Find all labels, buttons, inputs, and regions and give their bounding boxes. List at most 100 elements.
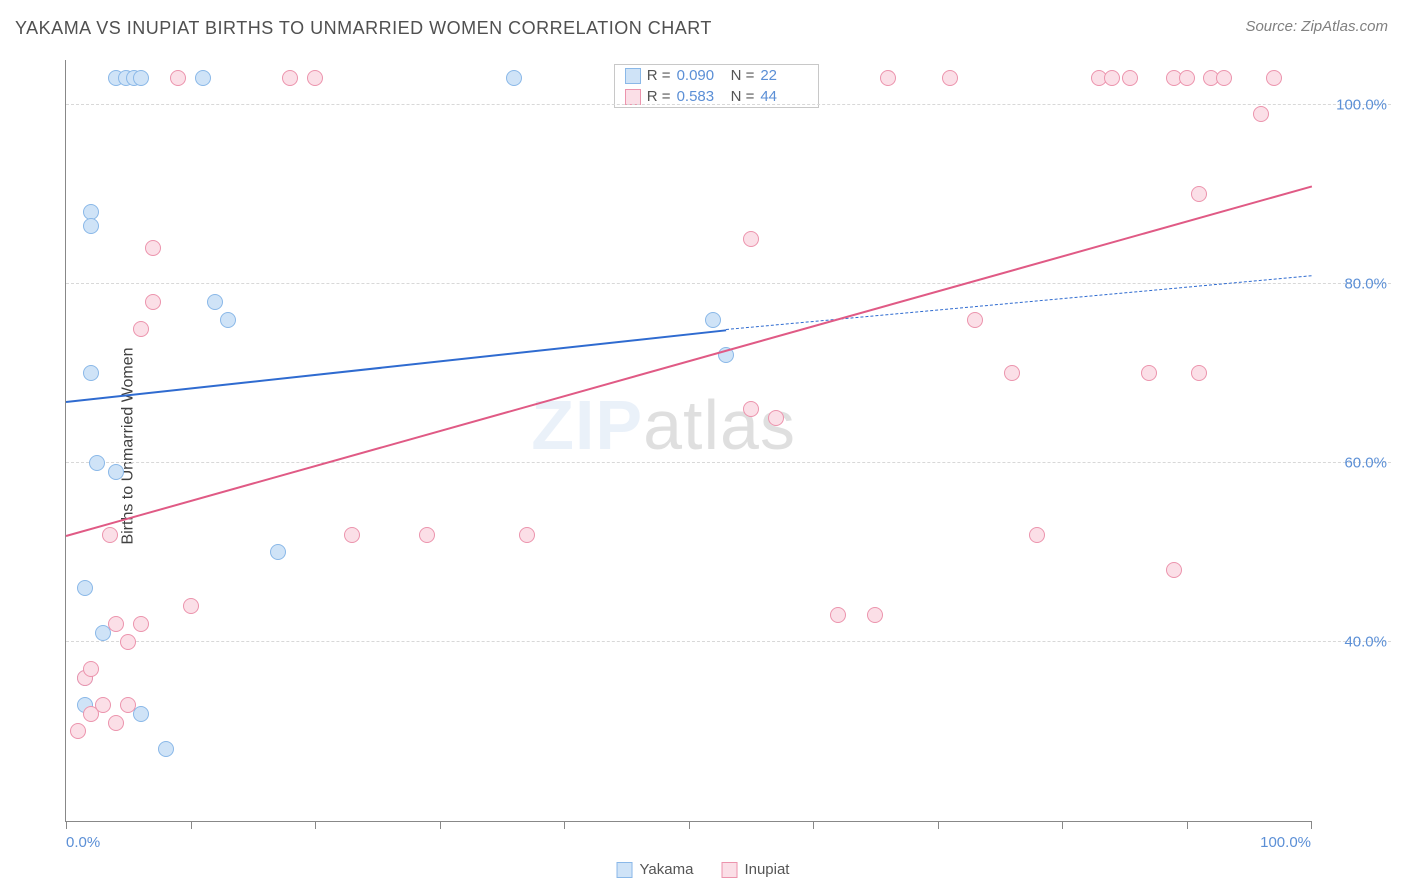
data-point [282, 70, 298, 86]
y-tick-label: 40.0% [1344, 633, 1387, 650]
data-point [1253, 106, 1269, 122]
data-point [95, 697, 111, 713]
trend-line [66, 186, 1313, 538]
watermark-zip: ZIP [531, 386, 643, 464]
data-point [307, 70, 323, 86]
data-point [1191, 365, 1207, 381]
data-point [344, 527, 360, 543]
stat-r-value: 0.583 [677, 88, 725, 105]
legend-swatch [617, 862, 633, 878]
chart-container: YAKAMA VS INUPIAT BIRTHS TO UNMARRIED WO… [0, 0, 1406, 892]
data-point [1122, 70, 1138, 86]
x-tick-label: 100.0% [1260, 834, 1311, 851]
legend-item: Inupiat [721, 861, 789, 878]
x-tick [66, 821, 67, 829]
gridline [66, 641, 1391, 642]
legend-item: Yakama [617, 861, 694, 878]
y-tick-label: 80.0% [1344, 275, 1387, 292]
data-point [108, 464, 124, 480]
data-point [1179, 70, 1195, 86]
data-point [1166, 562, 1182, 578]
x-tick [938, 821, 939, 829]
legend-swatch [721, 862, 737, 878]
data-point [83, 218, 99, 234]
data-point [1004, 365, 1020, 381]
data-point [1141, 365, 1157, 381]
x-tick [813, 821, 814, 829]
data-point [768, 410, 784, 426]
data-point [133, 616, 149, 632]
data-point [1104, 70, 1120, 86]
x-tick [689, 821, 690, 829]
data-point [145, 294, 161, 310]
data-point [942, 70, 958, 86]
data-point [743, 231, 759, 247]
stat-r-label: R = [647, 67, 671, 84]
data-point [743, 401, 759, 417]
legend: Yakama Inupiat [617, 861, 790, 878]
data-point [967, 312, 983, 328]
data-point [120, 697, 136, 713]
data-point [207, 294, 223, 310]
x-tick [440, 821, 441, 829]
stat-r-value: 0.090 [677, 67, 725, 84]
data-point [880, 70, 896, 86]
data-point [133, 70, 149, 86]
data-point [120, 634, 136, 650]
legend-label: Inupiat [744, 861, 789, 878]
legend-swatch [625, 68, 641, 84]
legend-label: Yakama [640, 861, 694, 878]
x-tick [1311, 821, 1312, 829]
data-point [158, 741, 174, 757]
stat-n-label: N = [731, 67, 755, 84]
data-point [867, 607, 883, 623]
data-point [77, 580, 93, 596]
gridline [66, 283, 1391, 284]
gridline [66, 462, 1391, 463]
x-tick [564, 821, 565, 829]
data-point [1191, 186, 1207, 202]
x-tick-label: 0.0% [66, 834, 100, 851]
data-point [183, 598, 199, 614]
data-point [519, 527, 535, 543]
legend-swatch [625, 89, 641, 105]
data-point [1216, 70, 1232, 86]
data-point [506, 70, 522, 86]
stat-r-label: R = [647, 88, 671, 105]
x-tick [315, 821, 316, 829]
y-tick-label: 60.0% [1344, 454, 1387, 471]
stat-n-value: 22 [760, 67, 808, 84]
watermark: ZIPatlas [531, 385, 796, 465]
stat-n-value: 44 [760, 88, 808, 105]
data-point [830, 607, 846, 623]
x-tick [191, 821, 192, 829]
data-point [145, 240, 161, 256]
y-tick-label: 100.0% [1336, 96, 1387, 113]
trend-line [66, 329, 727, 403]
data-point [170, 70, 186, 86]
data-point [220, 312, 236, 328]
data-point [133, 321, 149, 337]
data-point [108, 616, 124, 632]
plot-area: ZIPatlas R =0.090N =22R =0.583N =44 40.0… [65, 60, 1311, 822]
data-point [102, 527, 118, 543]
stat-row: R = 0.090 N = 22 [615, 65, 819, 86]
data-point [108, 715, 124, 731]
source-label: Source: ZipAtlas.com [1245, 18, 1388, 35]
data-point [270, 544, 286, 560]
stat-n-label: N = [731, 88, 755, 105]
data-point [89, 455, 105, 471]
x-tick [1062, 821, 1063, 829]
stats-box: R = 0.090 N = 22 R = 0.583 N = 44 [614, 64, 820, 108]
data-point [1029, 527, 1045, 543]
data-point [83, 661, 99, 677]
data-point [83, 365, 99, 381]
data-point [195, 70, 211, 86]
data-point [70, 723, 86, 739]
x-tick [1187, 821, 1188, 829]
gridline [66, 104, 1391, 105]
data-point [1266, 70, 1282, 86]
data-point [705, 312, 721, 328]
data-point [419, 527, 435, 543]
chart-title: YAKAMA VS INUPIAT BIRTHS TO UNMARRIED WO… [15, 18, 712, 39]
